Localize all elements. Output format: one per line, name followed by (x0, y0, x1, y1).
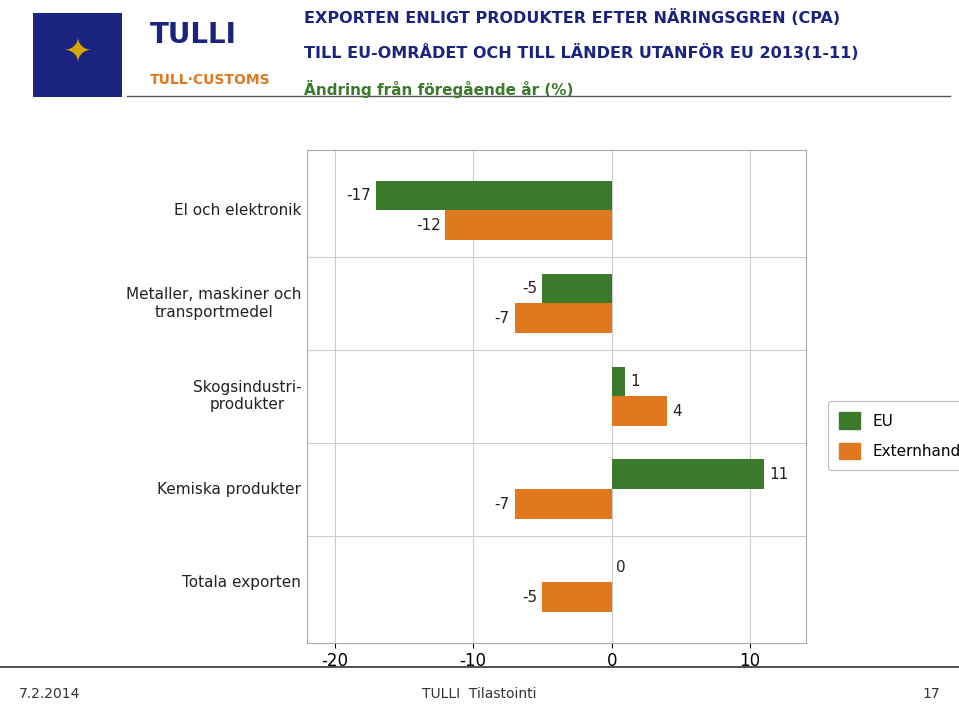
Text: Totala exporten: Totala exporten (182, 575, 301, 590)
Text: El och elektronik: El och elektronik (174, 203, 301, 218)
Text: 7.2.2014: 7.2.2014 (19, 687, 81, 700)
Text: Kemiska produkter: Kemiska produkter (157, 482, 301, 497)
Text: TILL EU-OMRÅDET OCH TILL LÄNDER UTANFÖR EU 2013(1-11): TILL EU-OMRÅDET OCH TILL LÄNDER UTANFÖR … (305, 44, 859, 61)
Text: -5: -5 (523, 590, 537, 605)
Bar (515, 489, 612, 519)
Text: 11: 11 (769, 467, 788, 482)
Bar (445, 211, 612, 240)
Bar (612, 460, 764, 489)
Text: TULLI: TULLI (151, 21, 237, 49)
Bar (543, 273, 612, 303)
Bar (376, 181, 612, 211)
FancyBboxPatch shape (34, 14, 122, 97)
Text: -12: -12 (416, 218, 440, 233)
Bar (612, 396, 667, 426)
Text: 0: 0 (617, 560, 626, 575)
Text: 4: 4 (672, 403, 682, 418)
Bar (543, 582, 612, 612)
Text: -5: -5 (523, 281, 537, 296)
Text: Metaller, maskiner och
transportmedel: Metaller, maskiner och transportmedel (126, 287, 301, 320)
Text: TULL·CUSTOMS: TULL·CUSTOMS (151, 73, 270, 86)
Text: Ändring från föregående år (%): Ändring från föregående år (%) (305, 80, 573, 98)
Text: 17: 17 (923, 687, 940, 700)
Text: ✦: ✦ (63, 36, 91, 70)
Text: -7: -7 (495, 311, 510, 326)
Text: 1: 1 (630, 374, 640, 389)
Bar (515, 303, 612, 333)
Bar (612, 366, 625, 396)
Text: EXPORTEN ENLIGT PRODUKTER EFTER NÄRINGSGREN (CPA): EXPORTEN ENLIGT PRODUKTER EFTER NÄRINGSG… (305, 9, 841, 26)
Legend: EU, Externhandel: EU, Externhandel (829, 401, 959, 470)
Text: -7: -7 (495, 497, 510, 512)
Text: TULLI  Tilastointi: TULLI Tilastointi (422, 687, 537, 700)
Text: -17: -17 (346, 188, 371, 203)
Text: Skogsindustri-
produkter: Skogsindustri- produkter (193, 380, 301, 413)
